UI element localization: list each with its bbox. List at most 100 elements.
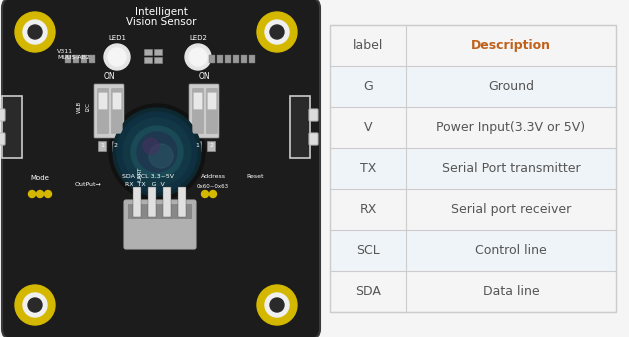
Bar: [330, 107, 616, 148]
Circle shape: [104, 44, 130, 70]
FancyBboxPatch shape: [206, 89, 218, 133]
Circle shape: [28, 25, 42, 39]
Circle shape: [23, 293, 47, 317]
FancyBboxPatch shape: [73, 55, 79, 63]
FancyBboxPatch shape: [209, 55, 215, 63]
Text: 0x60~0x63: 0x60~0x63: [197, 184, 229, 188]
FancyBboxPatch shape: [233, 55, 239, 63]
FancyBboxPatch shape: [94, 84, 124, 138]
Circle shape: [185, 44, 211, 70]
Circle shape: [23, 20, 47, 44]
Circle shape: [36, 190, 43, 197]
Circle shape: [45, 190, 52, 197]
Bar: [330, 148, 616, 189]
Circle shape: [265, 293, 289, 317]
FancyBboxPatch shape: [112, 141, 120, 151]
FancyBboxPatch shape: [192, 89, 204, 133]
Circle shape: [201, 190, 208, 197]
Text: Mode: Mode: [31, 175, 50, 181]
Text: SDA: SDA: [355, 285, 381, 298]
Text: Power Input(3.3V or 5V): Power Input(3.3V or 5V): [437, 121, 586, 134]
Text: ON: ON: [103, 72, 115, 81]
FancyBboxPatch shape: [144, 57, 152, 63]
FancyBboxPatch shape: [65, 55, 71, 63]
Text: Control line: Control line: [475, 244, 547, 257]
Text: RX  TX   G  V: RX TX G V: [125, 183, 165, 187]
Text: RX: RX: [359, 203, 377, 216]
Text: Ground: Ground: [488, 80, 534, 93]
FancyBboxPatch shape: [241, 55, 247, 63]
Text: OutPut→: OutPut→: [75, 182, 101, 186]
FancyBboxPatch shape: [154, 49, 162, 55]
Text: Data line: Data line: [482, 285, 539, 298]
Circle shape: [28, 190, 35, 197]
FancyBboxPatch shape: [309, 109, 318, 121]
FancyBboxPatch shape: [113, 93, 121, 109]
Text: Reset: Reset: [246, 175, 264, 180]
Circle shape: [108, 48, 126, 66]
FancyBboxPatch shape: [217, 55, 223, 63]
Text: Serial port receiver: Serial port receiver: [451, 203, 571, 216]
FancyBboxPatch shape: [189, 84, 219, 138]
Text: Description: Description: [471, 39, 551, 52]
Text: G: G: [363, 80, 373, 93]
Bar: [330, 230, 616, 271]
FancyBboxPatch shape: [249, 55, 255, 63]
Text: V311: V311: [57, 49, 73, 54]
Text: 2: 2: [209, 143, 213, 148]
Circle shape: [143, 138, 159, 154]
Text: label: label: [353, 39, 383, 52]
Text: Address: Address: [201, 175, 226, 180]
FancyBboxPatch shape: [2, 0, 320, 337]
Text: WLB: WLB: [77, 101, 82, 113]
Text: 1: 1: [100, 143, 104, 148]
FancyBboxPatch shape: [111, 89, 123, 133]
FancyBboxPatch shape: [290, 96, 310, 158]
Text: SCL: SCL: [356, 244, 380, 257]
Text: SDA SCL 3.3~5V: SDA SCL 3.3~5V: [122, 175, 174, 180]
FancyBboxPatch shape: [97, 89, 108, 133]
Circle shape: [113, 108, 201, 196]
Circle shape: [270, 298, 284, 312]
FancyBboxPatch shape: [309, 133, 318, 145]
Circle shape: [123, 118, 191, 186]
FancyBboxPatch shape: [124, 200, 196, 249]
FancyBboxPatch shape: [2, 96, 22, 158]
Bar: [330, 189, 616, 230]
Text: I2C: I2C: [86, 102, 91, 112]
Text: LED2: LED2: [189, 35, 207, 41]
FancyBboxPatch shape: [225, 55, 231, 63]
Text: V: V: [364, 121, 372, 134]
Circle shape: [149, 144, 173, 168]
Bar: [330, 66, 616, 107]
FancyBboxPatch shape: [89, 55, 95, 63]
Circle shape: [257, 12, 297, 52]
Circle shape: [15, 285, 55, 325]
FancyBboxPatch shape: [154, 57, 162, 63]
Circle shape: [131, 126, 183, 178]
Circle shape: [270, 25, 284, 39]
Text: Intelligent: Intelligent: [135, 7, 187, 17]
Bar: [330, 25, 616, 66]
FancyBboxPatch shape: [207, 141, 215, 151]
FancyBboxPatch shape: [99, 93, 108, 109]
Circle shape: [28, 298, 42, 312]
Circle shape: [109, 104, 205, 200]
Text: Vision Sensor: Vision Sensor: [126, 17, 196, 27]
Text: UART: UART: [138, 167, 143, 181]
Circle shape: [117, 112, 197, 192]
Text: TX: TX: [360, 162, 376, 175]
Text: MUUS-AB2: MUUS-AB2: [57, 55, 90, 60]
FancyBboxPatch shape: [133, 187, 141, 217]
FancyBboxPatch shape: [0, 133, 5, 145]
Circle shape: [265, 20, 289, 44]
FancyBboxPatch shape: [208, 93, 216, 109]
Bar: [330, 271, 616, 312]
Circle shape: [257, 285, 297, 325]
FancyBboxPatch shape: [178, 187, 186, 217]
Text: 1: 1: [195, 143, 199, 148]
FancyBboxPatch shape: [81, 55, 87, 63]
Text: LED1: LED1: [108, 35, 126, 41]
FancyBboxPatch shape: [98, 141, 106, 151]
Text: ON: ON: [198, 72, 210, 81]
